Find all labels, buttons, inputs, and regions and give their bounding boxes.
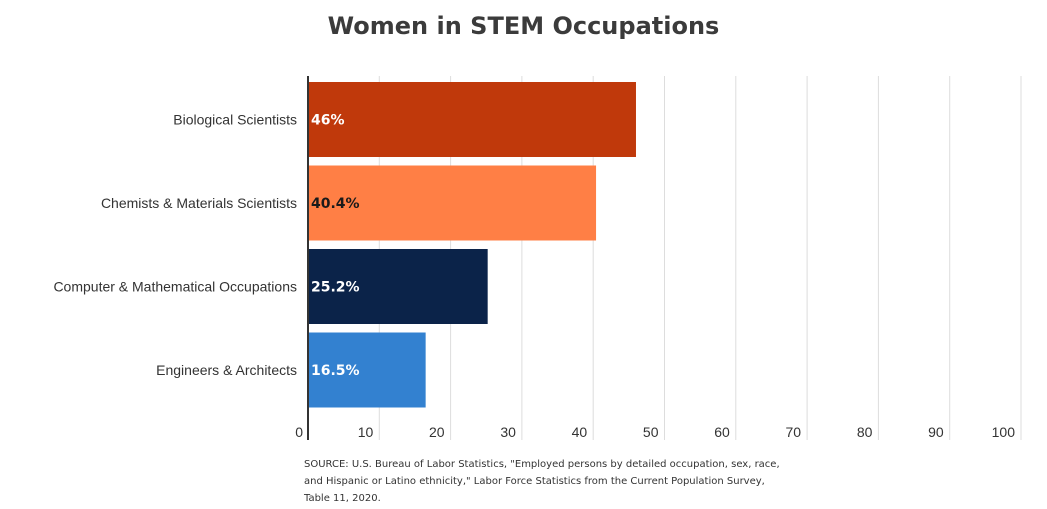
category-label: Biological Scientists: [173, 112, 297, 128]
x-tick-label: 100: [992, 424, 1016, 440]
data-label: 16.5%: [311, 363, 360, 379]
category-label: Chemists & Materials Scientists: [101, 195, 297, 211]
x-tick-label: 10: [358, 424, 374, 440]
x-tick-label: 90: [928, 424, 944, 440]
data-label: 40.4%: [311, 196, 360, 212]
bar: [308, 249, 488, 324]
x-tick-label: 70: [786, 424, 802, 440]
bar: [308, 332, 426, 408]
bar: [308, 82, 636, 157]
bar: [308, 165, 597, 241]
x-tick-label: 80: [857, 424, 873, 440]
x-tick-label: 60: [714, 424, 730, 440]
x-tick-label: 20: [429, 424, 445, 440]
data-label: 46%: [311, 113, 345, 129]
x-tick-label: 0: [295, 424, 303, 440]
category-label: Computer & Mathematical Occupations: [53, 279, 297, 295]
category-label: Engineers & Architects: [156, 362, 297, 378]
chart-title: Women in STEM Occupations: [327, 12, 720, 40]
source-note: SOURCE: U.S. Bureau of Labor Statistics,…: [304, 459, 780, 504]
data-label: 25.2%: [311, 280, 360, 296]
x-tick-label: 40: [572, 424, 588, 440]
x-tick-label: 30: [500, 424, 516, 440]
x-tick-label: 50: [643, 424, 659, 440]
